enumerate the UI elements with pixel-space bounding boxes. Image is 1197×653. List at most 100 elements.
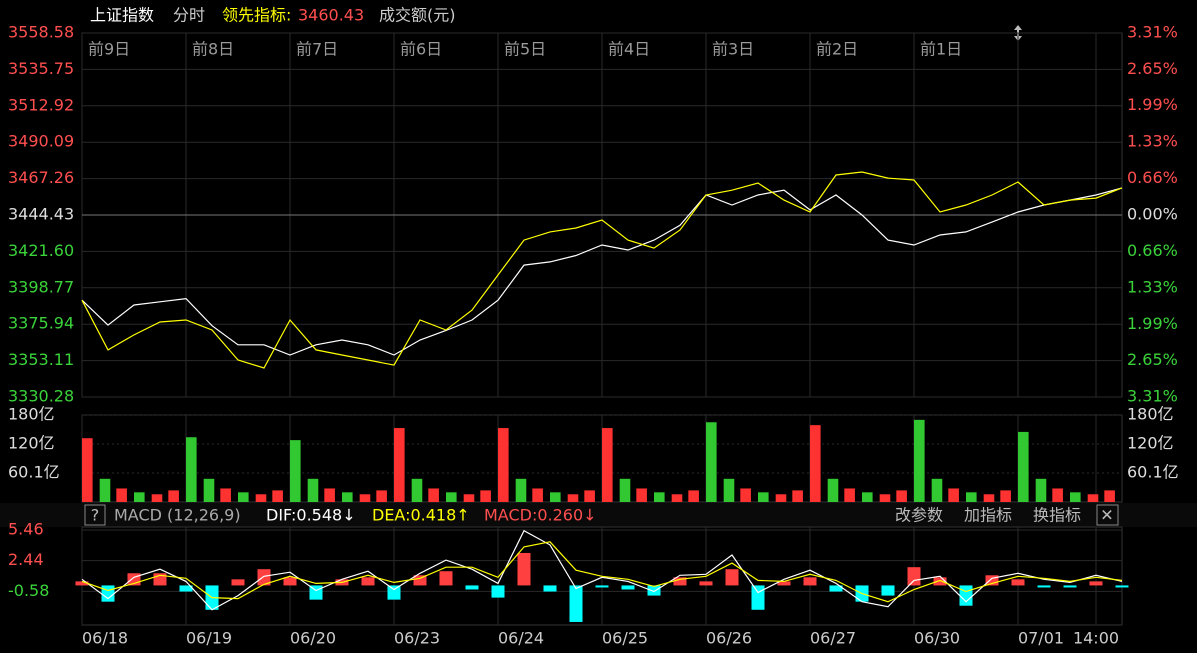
macd-bar [985, 575, 999, 586]
x-tick-label: 06/26 [706, 629, 752, 648]
y2-tick-label: 1.33% [1127, 131, 1178, 150]
day-label: 前6日 [400, 40, 442, 59]
volume-bar [636, 488, 647, 502]
y-tick-label: 3353.11 [8, 350, 74, 369]
macd-bar [179, 585, 193, 592]
volume-bar [220, 488, 231, 502]
y2-tick-label: 0.66% [1127, 168, 1178, 187]
volume-bar [1104, 490, 1115, 502]
index-title: 上证指数 [90, 6, 154, 25]
y2-tick-label: 1.99% [1127, 314, 1178, 333]
volume-bar [914, 419, 925, 502]
y2-tick-label: 0.00% [1127, 205, 1178, 224]
close-box[interactable] [1096, 504, 1119, 526]
volume-bar [966, 492, 977, 502]
macd-bar [725, 569, 739, 586]
macd-bar [413, 575, 427, 586]
y-tick-label: 3444.43 [8, 205, 74, 224]
volume-bar [116, 488, 127, 502]
button[interactable]: 换指标 [1033, 506, 1081, 525]
macd-bar [465, 585, 479, 590]
x-tick-label: 06/18 [82, 629, 128, 648]
dea-value: DEA:0.418↑ [372, 506, 470, 525]
dif-value: DIF:0.548↓ [266, 506, 356, 525]
volume-bar [515, 478, 527, 502]
macd-bar [673, 577, 687, 586]
macd-bar [881, 585, 895, 596]
macd-bar [751, 585, 765, 610]
indicator-label: 领先指标: [222, 6, 291, 25]
x-tick-label: 06/23 [394, 629, 440, 648]
x-tick-label: 14:00 [1073, 629, 1119, 648]
y2-tick-label: 3.31% [1127, 387, 1178, 406]
button[interactable]: 改参数 [895, 506, 943, 525]
mode[interactable]: 分时 [173, 6, 205, 25]
y-tick-label: 5.46 [8, 520, 44, 539]
volume-bar [394, 428, 405, 502]
volume-bar [1087, 494, 1099, 502]
volume-bar [706, 422, 717, 502]
y-tick-label: 2.44 [8, 550, 44, 569]
y2-tick-label: 3.31% [1127, 23, 1178, 42]
volume-bar [203, 478, 215, 502]
y-tick-label: 3375.94 [8, 314, 74, 333]
macd-bar [283, 577, 297, 586]
volume-bar [255, 494, 267, 502]
macd-bar [647, 585, 661, 596]
volume-bar [82, 438, 93, 502]
y2-tick-label: 2.65% [1127, 350, 1178, 369]
macd-bar [621, 585, 635, 590]
volume-bar [324, 488, 335, 502]
help[interactable]: ? [91, 506, 100, 525]
day-label: 前4日 [608, 40, 650, 59]
volume-bar [619, 478, 631, 502]
y-tick-label: 3421.60 [8, 241, 74, 260]
volume-bar [584, 490, 595, 502]
y-tick-label: 180亿 [8, 405, 55, 424]
button[interactable]: 加指标 [964, 506, 1012, 525]
volume-bar [671, 494, 683, 502]
help-box[interactable] [84, 504, 106, 526]
volume-bar [862, 492, 873, 502]
y2-tick-label: 1.99% [1127, 95, 1178, 114]
indicator-value: 3460.43 [298, 6, 364, 25]
volume-bar [775, 494, 787, 502]
volume-bar [446, 492, 457, 502]
macd-toolbar [0, 503, 1197, 527]
macd-bar [777, 581, 791, 586]
volume-bar [99, 478, 111, 502]
y-tick-label: 3467.26 [8, 168, 74, 187]
volume-bar [740, 488, 751, 502]
x-tick-label: 06/30 [914, 629, 960, 648]
macd-bar [387, 585, 401, 600]
volume-bar [1052, 488, 1063, 502]
macd-bar [1115, 585, 1129, 588]
volume-bar [290, 440, 301, 502]
volume-bar [602, 428, 613, 502]
volume-bar [238, 492, 249, 502]
y2-tick-label: 2.65% [1127, 59, 1178, 78]
macd-bar [361, 577, 375, 586]
price-line [81, 187, 1123, 356]
y-tick-label: 3558.58 [8, 23, 74, 42]
y-tick-label: 3398.77 [8, 277, 74, 296]
y-tick-label: 3512.92 [8, 95, 74, 114]
volume-bar [151, 494, 163, 502]
macd-bar [1011, 579, 1025, 586]
volume-bar [1018, 431, 1029, 502]
volume-bar [376, 490, 387, 502]
volume-bar [688, 490, 699, 502]
macd-bar [1063, 585, 1077, 588]
close[interactable]: ✕ [1100, 506, 1113, 525]
macd-bar [543, 585, 557, 592]
macd-bar [491, 585, 505, 598]
volume-bar [168, 490, 179, 502]
volume-bar [810, 425, 821, 502]
volume-bar [307, 478, 319, 502]
volume-bar [532, 488, 543, 502]
macd-bar [569, 585, 583, 622]
volume-bar [272, 490, 283, 502]
y-tick-label: 3330.28 [8, 387, 74, 406]
day-label: 前7日 [296, 40, 338, 59]
